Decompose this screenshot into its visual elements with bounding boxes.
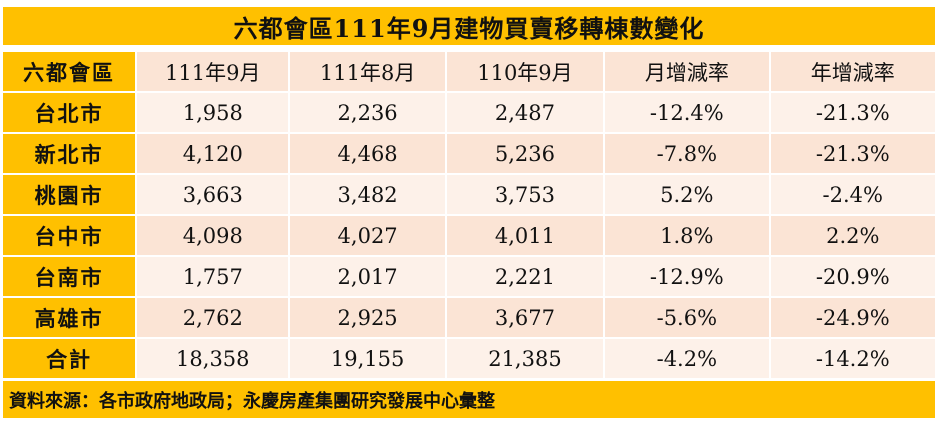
city-cell: 合計: [3, 339, 136, 378]
header-cell: 111年9月: [137, 52, 289, 91]
source-footer: 資料來源：各市政府地政局；永慶房產集團研究發展中心彙整: [3, 381, 935, 418]
table-title: 六都會區111年9月建物買賣移轉棟數變化: [3, 7, 935, 45]
value-cell: 2,236: [290, 93, 445, 132]
value-cell: 3,482: [290, 175, 445, 214]
value-cell: 4,120: [137, 134, 289, 173]
total-row: 合計 18,358 19,155 21,385 -4.2% -14.2%: [3, 339, 935, 378]
header-row: 六都會區 111年9月 111年8月 110年9月 月增減率 年增減率: [3, 52, 935, 91]
city-cell: 台北市: [3, 93, 136, 132]
data-table-container: 六都會區111年9月建物買賣移轉棟數變化 六都會區 111年9月 111年8月 …: [3, 7, 935, 418]
value-cell: 2.2%: [770, 216, 935, 255]
value-cell: 2,221: [446, 257, 604, 296]
value-cell: 19,155: [290, 339, 445, 378]
table-row: 台北市 1,958 2,236 2,487 -12.4% -21.3%: [3, 93, 935, 132]
table-row: 台中市 4,098 4,027 4,011 1.8% 2.2%: [3, 216, 935, 255]
value-cell: -4.2%: [605, 339, 769, 378]
value-cell: 2,925: [290, 298, 445, 337]
value-cell: 1,757: [137, 257, 289, 296]
header-cell: 年增減率: [770, 52, 935, 91]
value-cell: 18,358: [137, 339, 289, 378]
header-cell: 110年9月: [446, 52, 604, 91]
value-cell: -21.3%: [770, 134, 935, 173]
table-row: 桃園市 3,663 3,482 3,753 5.2% -2.4%: [3, 175, 935, 214]
value-cell: -12.9%: [605, 257, 769, 296]
value-cell: 4,011: [446, 216, 604, 255]
value-cell: 1.8%: [605, 216, 769, 255]
value-cell: -21.3%: [770, 93, 935, 132]
value-cell: 2,762: [137, 298, 289, 337]
data-table: 六都會區 111年9月 111年8月 110年9月 月增減率 年增減率 台北市 1…: [1, 50, 937, 380]
value-cell: 2,487: [446, 93, 604, 132]
value-cell: 4,468: [290, 134, 445, 173]
value-cell: -20.9%: [770, 257, 935, 296]
city-cell: 新北市: [3, 134, 136, 173]
city-cell: 高雄市: [3, 298, 136, 337]
header-cell: 月增減率: [605, 52, 769, 91]
value-cell: 4,027: [290, 216, 445, 255]
value-cell: -24.9%: [770, 298, 935, 337]
value-cell: -7.8%: [605, 134, 769, 173]
table-row: 高雄市 2,762 2,925 3,677 -5.6% -24.9%: [3, 298, 935, 337]
value-cell: 4,098: [137, 216, 289, 255]
value-cell: 5.2%: [605, 175, 769, 214]
city-cell: 台中市: [3, 216, 136, 255]
header-cell: 六都會區: [3, 52, 136, 91]
value-cell: -12.4%: [605, 93, 769, 132]
value-cell: 1,958: [137, 93, 289, 132]
table-row: 新北市 4,120 4,468 5,236 -7.8% -21.3%: [3, 134, 935, 173]
value-cell: 5,236: [446, 134, 604, 173]
value-cell: -14.2%: [770, 339, 935, 378]
value-cell: 2,017: [290, 257, 445, 296]
value-cell: 3,753: [446, 175, 604, 214]
value-cell: -5.6%: [605, 298, 769, 337]
value-cell: 3,663: [137, 175, 289, 214]
city-cell: 台南市: [3, 257, 136, 296]
header-cell: 111年8月: [290, 52, 445, 91]
city-cell: 桃園市: [3, 175, 136, 214]
value-cell: 3,677: [446, 298, 604, 337]
value-cell: -2.4%: [770, 175, 935, 214]
value-cell: 21,385: [446, 339, 604, 378]
table-row: 台南市 1,757 2,017 2,221 -12.9% -20.9%: [3, 257, 935, 296]
